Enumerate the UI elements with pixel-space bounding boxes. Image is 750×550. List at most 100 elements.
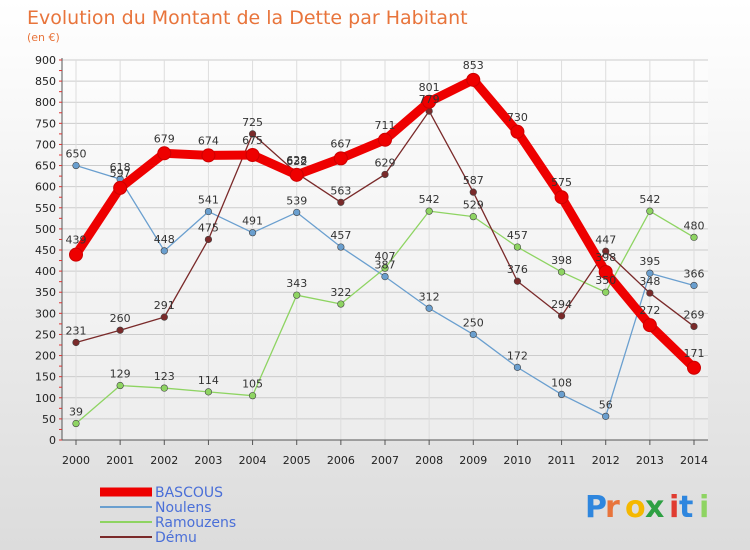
y-tick-label: 300 bbox=[35, 307, 56, 320]
x-tick-label: 2001 bbox=[106, 454, 134, 467]
data-point bbox=[557, 312, 566, 320]
brand-letter: i bbox=[669, 490, 679, 525]
data-label: 231 bbox=[66, 324, 87, 337]
data-point bbox=[469, 188, 477, 196]
data-label: 711 bbox=[375, 119, 396, 132]
data-label: 108 bbox=[551, 376, 572, 389]
data-label: 541 bbox=[198, 194, 219, 207]
x-tick-label: 2000 bbox=[62, 454, 90, 467]
chart-title: Evolution du Montant de la Dette par Hab… bbox=[27, 7, 468, 29]
x-tick-label: 2011 bbox=[548, 454, 576, 467]
data-point bbox=[469, 330, 477, 339]
x-tick-label: 2003 bbox=[194, 454, 222, 467]
data-label: 260 bbox=[110, 312, 131, 325]
x-tick-label: 2006 bbox=[327, 454, 355, 467]
x-tick-label: 2002 bbox=[150, 454, 178, 467]
data-point bbox=[157, 146, 172, 161]
data-point bbox=[381, 273, 389, 281]
data-label: 294 bbox=[551, 298, 572, 311]
data-point bbox=[602, 288, 610, 296]
y-tick-label: 100 bbox=[35, 392, 56, 405]
data-point bbox=[72, 161, 80, 170]
data-label: 853 bbox=[463, 59, 484, 72]
data-label: 322 bbox=[330, 286, 351, 299]
data-point bbox=[646, 269, 654, 277]
x-tick-label: 2013 bbox=[636, 454, 664, 467]
legend-label-noulens: Noulens bbox=[155, 500, 212, 516]
data-point bbox=[201, 148, 216, 163]
data-label: 114 bbox=[198, 374, 219, 387]
data-label: 730 bbox=[507, 111, 528, 124]
data-point bbox=[113, 180, 128, 195]
data-point bbox=[204, 235, 213, 244]
data-label: 632 bbox=[286, 155, 307, 168]
data-label: 448 bbox=[154, 233, 175, 246]
data-point bbox=[245, 148, 260, 162]
data-label: 675 bbox=[242, 134, 263, 147]
series-dému bbox=[72, 107, 698, 347]
data-point bbox=[554, 190, 569, 205]
x-tick-label: 2007 bbox=[371, 454, 399, 467]
data-point bbox=[687, 360, 701, 375]
data-point bbox=[422, 94, 437, 109]
data-point bbox=[289, 167, 304, 182]
y-tick-label: 700 bbox=[35, 138, 56, 151]
y-tick-label: 400 bbox=[35, 265, 56, 278]
data-label: 366 bbox=[684, 267, 705, 280]
data-label: 801 bbox=[419, 81, 440, 94]
y-tick-label: 450 bbox=[35, 244, 56, 257]
y-tick-label: 800 bbox=[35, 96, 56, 109]
data-point bbox=[642, 318, 657, 333]
brand-letter: x bbox=[645, 490, 664, 525]
data-point bbox=[690, 233, 698, 241]
data-point bbox=[378, 132, 392, 147]
y-tick-label: 750 bbox=[35, 117, 56, 130]
y-tick-label: 500 bbox=[35, 223, 56, 236]
data-point bbox=[248, 392, 257, 400]
data-label: 779 bbox=[419, 93, 440, 106]
y-tick-label: 900 bbox=[35, 54, 56, 67]
brand-letter: i bbox=[699, 490, 709, 525]
data-label: 250 bbox=[463, 316, 484, 329]
x-tick-label: 2010 bbox=[503, 454, 531, 467]
proxiti-logo: Pr o x i t i bbox=[585, 490, 709, 525]
data-point bbox=[72, 338, 80, 347]
data-label: 398 bbox=[595, 251, 616, 264]
y-tick-label: 550 bbox=[35, 202, 56, 215]
series-noulens bbox=[72, 161, 698, 420]
data-label: 628 bbox=[286, 154, 307, 167]
brand-letter: P bbox=[585, 490, 607, 525]
data-label: 387 bbox=[375, 259, 396, 272]
data-point bbox=[557, 268, 566, 276]
data-label: 679 bbox=[154, 132, 175, 145]
data-label: 457 bbox=[507, 229, 528, 242]
x-tick-label: 2004 bbox=[239, 454, 267, 467]
data-label: 291 bbox=[154, 299, 175, 312]
data-label: 597 bbox=[110, 167, 131, 180]
data-point bbox=[248, 229, 257, 237]
data-label: 650 bbox=[66, 148, 87, 161]
data-point bbox=[513, 363, 522, 371]
data-label: 575 bbox=[551, 176, 572, 189]
data-point bbox=[381, 264, 389, 272]
data-label: 542 bbox=[639, 193, 660, 206]
data-point bbox=[557, 390, 566, 399]
y-tick-label: 250 bbox=[35, 328, 56, 341]
data-point bbox=[513, 277, 522, 285]
data-point bbox=[333, 151, 348, 166]
y-tick-label: 150 bbox=[35, 371, 56, 384]
data-label: 105 bbox=[242, 378, 263, 391]
data-point bbox=[646, 207, 654, 215]
legend-label-ramouzens: Ramouzens bbox=[155, 515, 236, 531]
legend-label-bascous: BASCOUS bbox=[155, 485, 223, 501]
x-tick-label: 2008 bbox=[415, 454, 443, 467]
x-tick-label: 2012 bbox=[592, 454, 620, 467]
data-label: 129 bbox=[110, 368, 131, 381]
series-ramouzens bbox=[72, 207, 698, 428]
data-point bbox=[690, 322, 698, 331]
data-point bbox=[598, 264, 613, 279]
data-label: 123 bbox=[154, 370, 175, 383]
